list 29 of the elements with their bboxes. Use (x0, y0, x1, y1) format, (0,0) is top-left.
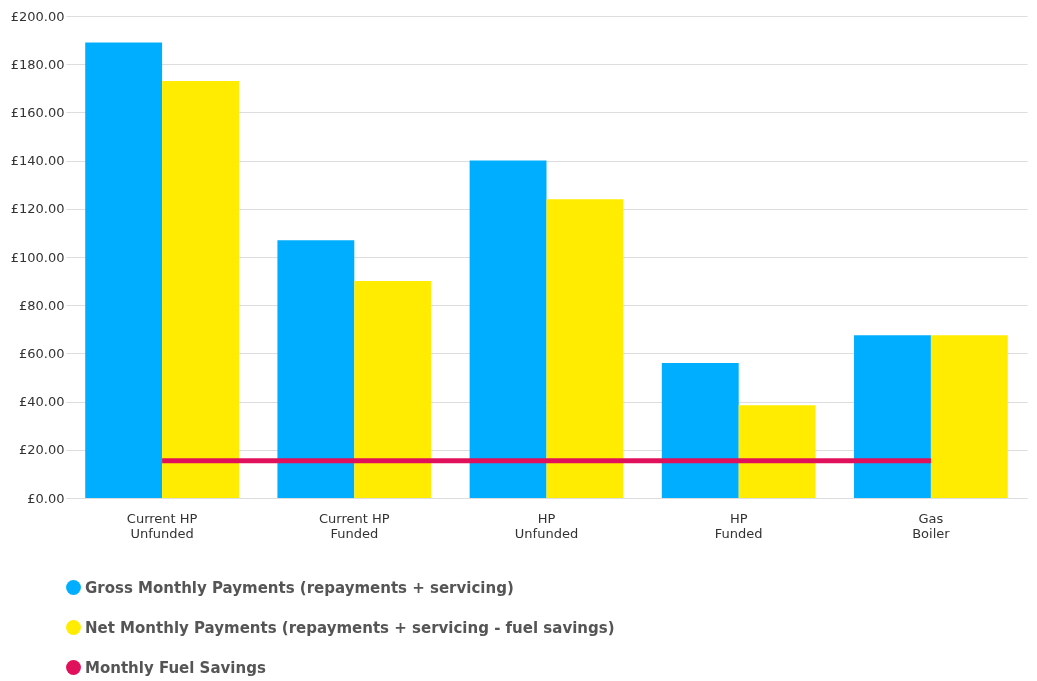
y-tick-label: £80.00 (19, 297, 65, 313)
bar (85, 42, 163, 498)
bar (469, 160, 547, 498)
x-tick-label: Current HP Unfunded (126, 510, 198, 541)
y-tick-label: £20.00 (19, 442, 65, 458)
bar (546, 199, 624, 498)
x-tick-label: HP Unfunded (514, 510, 579, 541)
y-tick-label: £100.00 (10, 249, 65, 265)
legend-label: Gross Monthly Payments (repayments + servicing) (85, 578, 514, 597)
bar (930, 335, 1008, 498)
x-tick-label: HP Funded (714, 510, 763, 541)
legend-label: Monthly Fuel Savings (85, 658, 266, 677)
bar (162, 81, 239, 498)
bar (738, 405, 816, 498)
bar (354, 281, 432, 498)
y-tick-label: £0.00 (27, 490, 65, 506)
y-tick-label: £140.00 (10, 153, 65, 169)
bar (854, 335, 931, 498)
y-tick-label: £160.00 (10, 104, 65, 120)
bar (661, 363, 739, 498)
x-tick-label: Gas Boiler (912, 510, 951, 541)
y-tick-label: £40.00 (19, 394, 65, 410)
y-tick-label: £60.00 (19, 345, 65, 361)
y-tick-label: £200.00 (10, 8, 65, 24)
y-tick-label: £180.00 (10, 56, 65, 72)
y-tick-label: £120.00 (10, 201, 65, 217)
bar (277, 240, 355, 498)
legend-label: Net Monthly Payments (repayments + servicing - fuel savings) (85, 618, 615, 637)
x-tick-label: Current HP Funded (319, 510, 390, 541)
